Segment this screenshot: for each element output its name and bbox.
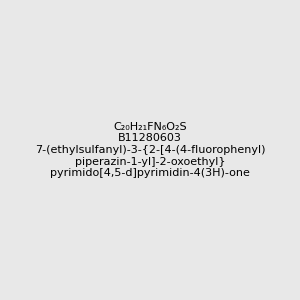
Text: C₂₀H₂₁FN₆O₂S
B11280603
7-(ethylsulfanyl)-3-{2-[4-(4-fluorophenyl)
piperazin-1-yl: C₂₀H₂₁FN₆O₂S B11280603 7-(ethylsulfanyl)… <box>35 122 265 178</box>
